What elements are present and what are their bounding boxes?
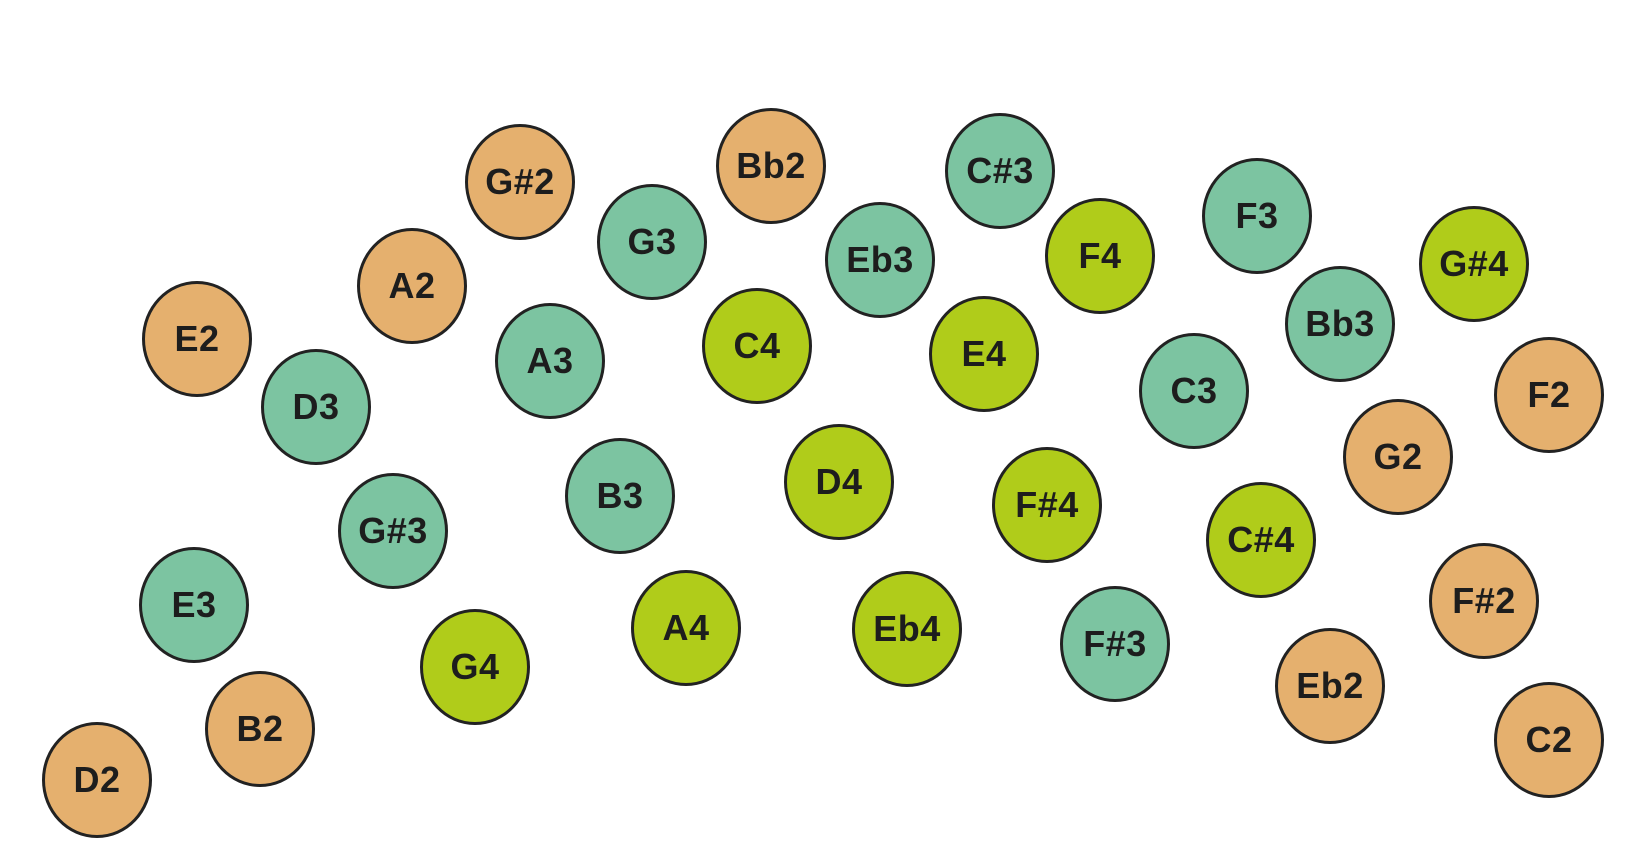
note-label: E4	[961, 333, 1007, 374]
note-label: A3	[526, 340, 574, 381]
note-F3[interactable]: F3	[1202, 158, 1312, 274]
note-D4[interactable]: D4	[784, 424, 894, 540]
note-Eb3[interactable]: Eb3	[825, 202, 935, 318]
note-label: D2	[73, 759, 121, 800]
note-label: G4	[450, 646, 500, 687]
note-Eb4[interactable]: Eb4	[852, 571, 962, 687]
note-label: C#3	[966, 150, 1034, 191]
note-C3[interactable]: C3	[1139, 333, 1249, 449]
note-G2[interactable]: G2	[1343, 399, 1453, 515]
note-label: A2	[388, 265, 436, 306]
note-label: D4	[815, 461, 863, 502]
note-label: C3	[1170, 370, 1218, 411]
note-label: B2	[236, 708, 284, 749]
note-A2[interactable]: A2	[357, 228, 467, 344]
note-label: F#3	[1083, 623, 1147, 664]
note-label: F#2	[1452, 580, 1516, 621]
note-label: A4	[662, 607, 710, 648]
note-label: F2	[1527, 374, 1571, 415]
note-label: G2	[1373, 436, 1423, 477]
note-label: Bb2	[736, 145, 806, 186]
note-label: C#4	[1227, 519, 1295, 560]
note-C2[interactable]: C2	[1494, 682, 1604, 798]
note-label: C4	[733, 325, 781, 366]
note-E4[interactable]: E4	[929, 296, 1039, 412]
note-A3[interactable]: A3	[495, 303, 605, 419]
note-D3[interactable]: D3	[261, 349, 371, 465]
note-label: F4	[1078, 235, 1122, 276]
note-label: E3	[171, 584, 217, 625]
note-label: D3	[292, 386, 340, 427]
note-label: E2	[174, 318, 220, 359]
note-A4[interactable]: A4	[631, 570, 741, 686]
note-G3[interactable]: G3	[597, 184, 707, 300]
note-F2[interactable]: F2	[1494, 337, 1604, 453]
note-B2[interactable]: B2	[205, 671, 315, 787]
note-label: G#3	[358, 510, 428, 551]
note-Bb3[interactable]: Bb3	[1285, 266, 1395, 382]
note-label: F3	[1235, 195, 1279, 236]
note-Eb2[interactable]: Eb2	[1275, 628, 1385, 744]
note-label: G3	[627, 221, 677, 262]
note-label: Eb4	[873, 608, 941, 649]
note-F4[interactable]: F4	[1045, 198, 1155, 314]
note-F#3[interactable]: F#3	[1060, 586, 1170, 702]
note-F#2[interactable]: F#2	[1429, 543, 1539, 659]
note-D2[interactable]: D2	[42, 722, 152, 838]
note-G#4[interactable]: G#4	[1419, 206, 1529, 322]
note-G#3[interactable]: G#3	[338, 473, 448, 589]
note-G#2[interactable]: G#2	[465, 124, 575, 240]
note-C#4[interactable]: C#4	[1206, 482, 1316, 598]
note-label: B3	[596, 475, 644, 516]
note-label: C2	[1525, 719, 1573, 760]
note-label: G#2	[485, 161, 555, 202]
note-E3[interactable]: E3	[139, 547, 249, 663]
note-E2[interactable]: E2	[142, 281, 252, 397]
note-label: G#4	[1439, 243, 1509, 284]
note-C4[interactable]: C4	[702, 288, 812, 404]
note-label: Eb2	[1296, 665, 1364, 706]
note-C#3[interactable]: C#3	[945, 113, 1055, 229]
note-label: Bb3	[1305, 303, 1375, 344]
note-B3[interactable]: B3	[565, 438, 675, 554]
note-G4[interactable]: G4	[420, 609, 530, 725]
note-label: F#4	[1015, 484, 1079, 525]
note-Bb2[interactable]: Bb2	[716, 108, 826, 224]
note-label: Eb3	[846, 239, 914, 280]
note-F#4[interactable]: F#4	[992, 447, 1102, 563]
